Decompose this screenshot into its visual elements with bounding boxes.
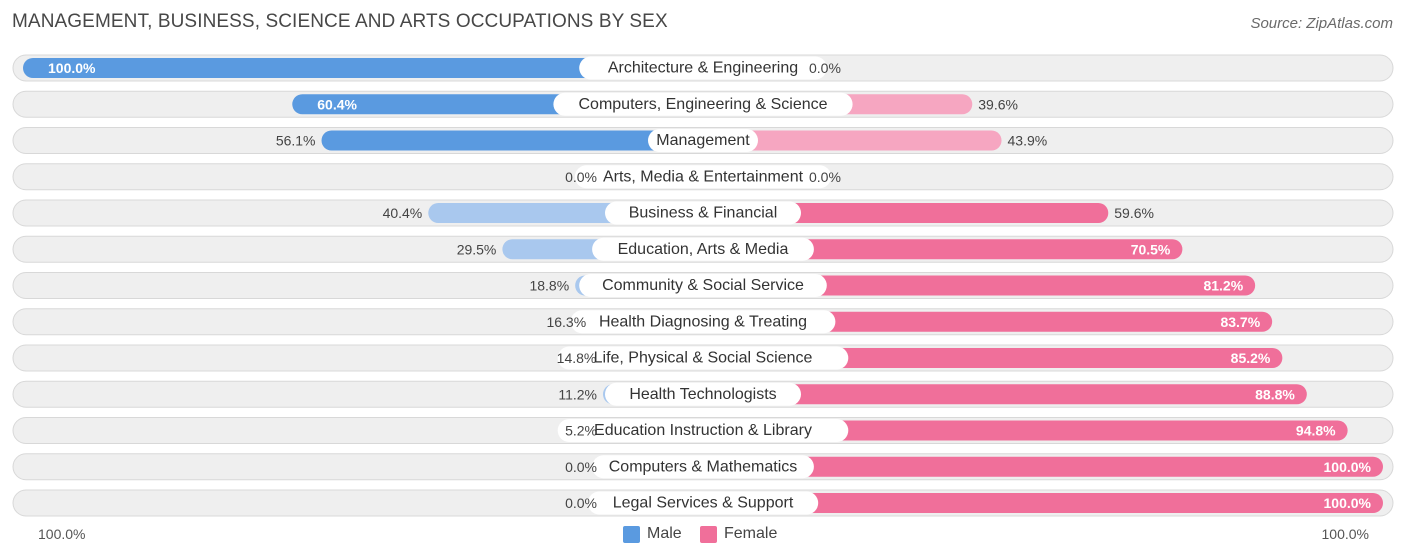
female-value-label: 94.8% (1296, 423, 1336, 439)
category-label: Health Diagnosing & Treating (599, 313, 807, 330)
legend-swatch-female (700, 525, 717, 543)
female-value-label: 85.2% (1231, 350, 1271, 366)
female-value-label: 88.8% (1255, 386, 1295, 402)
female-bar (703, 493, 1383, 513)
row-6 (12, 272, 1394, 299)
female-value-label: 0.0% (809, 60, 841, 76)
female-value-label: 0.0% (809, 169, 841, 185)
category-label: Education Instruction & Library (594, 422, 812, 439)
male-value-label: 11.2% (558, 386, 597, 402)
axis-right-label: 100.0% (1321, 526, 1369, 542)
row-4 (12, 199, 1394, 227)
male-value-label: 14.8% (557, 350, 597, 366)
male-value-label: 60.4% (317, 96, 357, 112)
female-bar (703, 456, 1383, 477)
female-value-label: 83.7% (1220, 314, 1260, 330)
male-value-label: 40.4% (383, 205, 423, 221)
row-3 (12, 163, 1394, 191)
male-value-label: 18.8% (529, 278, 569, 294)
category-label: Management (656, 132, 750, 149)
category-label: Community & Social Service (602, 277, 804, 294)
row-11 (12, 453, 1394, 481)
row-5 (12, 235, 1394, 263)
female-bar (703, 203, 1109, 223)
category-pill (605, 382, 801, 406)
legend-label-female: Female (724, 525, 778, 542)
category-label: Education, Arts & Media (618, 241, 789, 258)
female-value-label: 43.9% (1008, 133, 1048, 149)
category-label: Legal Services & Support (613, 495, 794, 512)
male-value-label: 29.5% (457, 241, 497, 257)
female-value-label: 100.0% (1324, 459, 1372, 475)
female-value-label: 59.6% (1114, 205, 1154, 221)
bar-chart: 100.0% 0.0% Architecture & Engineering 60.4… (12, 54, 1394, 517)
female-bar (703, 384, 1307, 405)
female-bar (703, 348, 1283, 368)
category-pill (579, 274, 827, 297)
female-bar (703, 420, 1348, 441)
category-label: Computers, Engineering & Science (578, 96, 827, 113)
category-pill (553, 92, 853, 116)
category-pill (592, 455, 814, 479)
female-value-label: 70.5% (1131, 241, 1171, 257)
row-1 (12, 90, 1394, 118)
legend-swatch-male (623, 525, 640, 543)
female-bar (703, 311, 1273, 332)
category-pill (648, 129, 758, 152)
row-8 (12, 344, 1394, 372)
male-value-label: 100.0% (48, 60, 96, 76)
row-0 (12, 54, 1394, 82)
female-bar (703, 239, 1183, 260)
legend-item-male: Male (623, 525, 682, 543)
category-pill (570, 310, 836, 334)
category-pill (557, 419, 849, 442)
legend: Male Female (0, 522, 1406, 546)
male-value-label: 56.1% (276, 133, 316, 149)
female-bar (703, 130, 1002, 151)
category-pill (592, 237, 814, 261)
category-label: Life, Physical & Social Science (594, 350, 813, 367)
row-9 (12, 380, 1394, 408)
chart-title: MANAGEMENT, BUSINESS, SCIENCE AND ARTS O… (12, 11, 668, 32)
row-2 (12, 127, 1394, 154)
category-label: Architecture & Engineering (608, 60, 798, 77)
category-pill (574, 165, 832, 189)
legend-label-male: Male (647, 525, 682, 542)
category-label: Health Technologists (629, 386, 776, 403)
category-pill (605, 201, 801, 225)
male-value-label: 5.2% (565, 423, 597, 439)
row-12 (12, 489, 1394, 517)
female-value-label: 81.2% (1203, 278, 1243, 294)
row-10 (12, 417, 1394, 444)
male-value-label: 0.0% (565, 459, 597, 475)
male-value-label: 16.3% (546, 314, 586, 330)
female-value-label: 100.0% (1324, 495, 1372, 511)
row-7 (12, 308, 1394, 336)
legend-item-female: Female (700, 525, 777, 543)
male-value-label: 0.0% (565, 495, 597, 511)
category-label: Arts, Media & Entertainment (603, 168, 804, 185)
male-bar (321, 130, 703, 151)
male-bar (23, 58, 703, 78)
category-pill (587, 491, 819, 515)
axis-left-label: 100.0% (38, 526, 86, 542)
category-pill (579, 56, 827, 80)
female-bar (703, 275, 1256, 296)
female-value-label: 39.6% (978, 96, 1018, 112)
category-pill (557, 346, 849, 370)
male-value-label: 0.0% (565, 169, 597, 185)
category-label: Business & Financial (629, 205, 778, 222)
category-label: Computers & Mathematics (609, 458, 798, 475)
source-credit: Source: ZipAtlas.com (1250, 15, 1393, 32)
